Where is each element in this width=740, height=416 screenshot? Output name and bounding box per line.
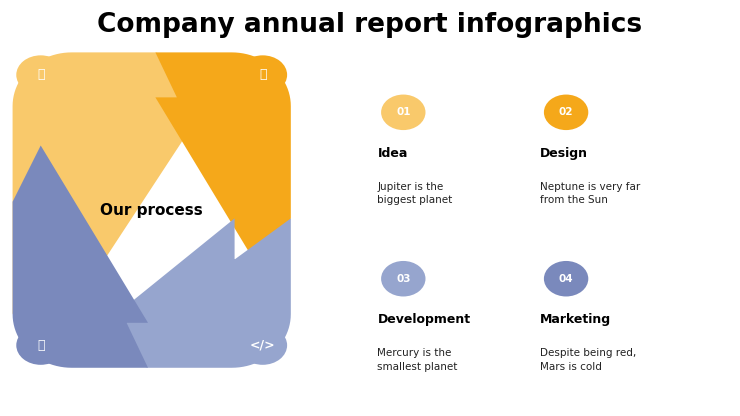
Text: 📢: 📢 (37, 339, 44, 352)
Text: 04: 04 (559, 274, 574, 284)
Polygon shape (13, 52, 226, 314)
Polygon shape (155, 52, 291, 275)
Ellipse shape (544, 94, 588, 130)
Text: 01: 01 (396, 107, 411, 117)
Text: 03: 03 (396, 274, 411, 284)
Text: 📐: 📐 (259, 68, 266, 82)
Text: Despite being red,
Mars is cold: Despite being red, Mars is cold (540, 349, 636, 371)
Polygon shape (13, 146, 148, 368)
Text: Jupiter is the
biggest planet: Jupiter is the biggest planet (377, 182, 453, 205)
Text: Design: Design (540, 147, 588, 160)
Ellipse shape (381, 261, 426, 297)
Text: 🧠: 🧠 (37, 68, 44, 82)
Ellipse shape (238, 326, 287, 365)
Ellipse shape (16, 55, 65, 94)
Ellipse shape (16, 326, 65, 365)
Text: Neptune is very far
from the Sun: Neptune is very far from the Sun (540, 182, 640, 205)
Text: Development: Development (377, 313, 471, 326)
Text: Marketing: Marketing (540, 313, 611, 326)
Polygon shape (78, 218, 291, 368)
Ellipse shape (381, 94, 426, 130)
Ellipse shape (238, 55, 287, 94)
Text: 02: 02 (559, 107, 574, 117)
Text: Mercury is the
smallest planet: Mercury is the smallest planet (377, 349, 458, 371)
Text: Company annual report infographics: Company annual report infographics (98, 12, 642, 39)
Ellipse shape (544, 261, 588, 297)
Text: </>: </> (250, 339, 275, 352)
Text: Idea: Idea (377, 147, 408, 160)
Text: Our process: Our process (101, 203, 203, 218)
